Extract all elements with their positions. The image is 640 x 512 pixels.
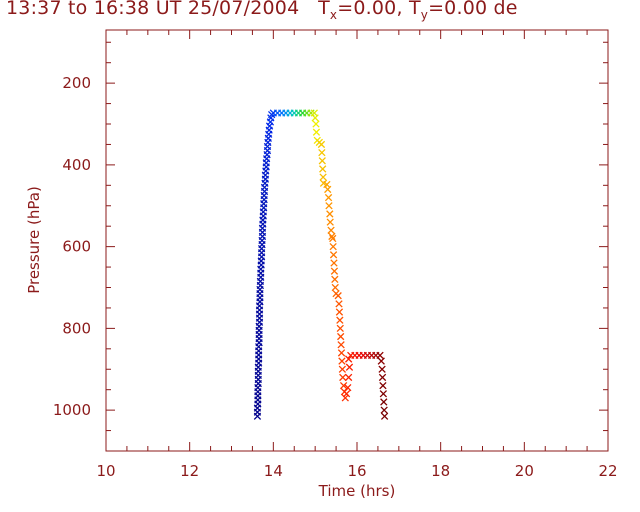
data-point <box>331 283 339 292</box>
data-point <box>335 300 343 308</box>
data-point <box>344 373 353 382</box>
data-point <box>331 275 339 283</box>
data-point <box>335 308 344 316</box>
title-ty-value: =0.00 de <box>428 0 518 19</box>
plot-frame <box>105 29 609 452</box>
data-point <box>325 202 333 210</box>
y-tick-label: 200 <box>62 74 91 92</box>
y-tick-label: 600 <box>62 238 91 256</box>
data-point <box>312 128 321 136</box>
data-point <box>318 148 326 157</box>
data-point <box>329 234 337 243</box>
data-point <box>344 383 352 392</box>
x-tick-label: 16 <box>347 462 366 480</box>
x-tick-label: 10 <box>96 462 115 480</box>
data-point <box>337 332 345 341</box>
x-tick-label: 18 <box>431 462 450 480</box>
data-point <box>337 341 345 349</box>
data-point <box>336 324 344 333</box>
data-point <box>330 267 339 275</box>
data-point <box>337 349 346 357</box>
data-marks <box>253 109 389 420</box>
data-point <box>311 114 319 122</box>
data-point <box>324 185 332 194</box>
data-point <box>380 412 389 420</box>
data-point <box>329 251 338 259</box>
data-point <box>380 398 388 406</box>
axis-ticks <box>105 30 609 452</box>
data-point <box>342 390 351 398</box>
data-point <box>379 381 387 390</box>
data-point <box>327 226 335 234</box>
title-tx-sub: x <box>329 7 338 22</box>
title-tx-value: =0.00, <box>337 0 409 19</box>
data-point <box>334 292 342 300</box>
data-point <box>378 365 386 373</box>
data-point <box>378 373 387 382</box>
data-point <box>326 218 334 226</box>
data-point <box>380 406 388 414</box>
title-ty-label: T <box>408 0 421 19</box>
data-point <box>324 193 333 202</box>
y-tick-label: 800 <box>62 319 91 337</box>
data-point <box>376 351 384 360</box>
x-tick-label: 20 <box>515 462 534 480</box>
y-tick-labels: 200 400 600 800 1000 <box>53 74 91 419</box>
x-axis-label: Time (hrs) <box>318 482 396 500</box>
title-ty-sub: y <box>420 7 429 22</box>
data-point <box>338 365 347 373</box>
data-point <box>329 242 337 251</box>
x-tick-labels: 10 12 14 16 18 20 22 <box>96 462 617 480</box>
y-tick-label: 1000 <box>53 401 91 419</box>
data-point <box>328 232 336 241</box>
data-point <box>339 373 347 382</box>
x-tick-label: 22 <box>598 462 617 480</box>
data-point <box>341 394 349 402</box>
data-point <box>326 210 334 218</box>
title-tx-label: T <box>318 0 330 19</box>
data-point <box>330 259 338 267</box>
data-point <box>379 390 388 398</box>
data-point <box>336 316 344 324</box>
chart-title: 13:37 to 16:38 UT 25/07/2004 Tx=0.00, Ty… <box>6 0 518 22</box>
y-tick-label: 400 <box>62 156 91 174</box>
data-point <box>339 381 348 390</box>
data-point <box>319 165 327 173</box>
x-tick-label: 14 <box>264 462 283 480</box>
data-point <box>377 357 385 365</box>
x-tick-label: 12 <box>180 462 199 480</box>
data-point <box>319 173 327 181</box>
data-point <box>338 357 346 365</box>
data-point <box>345 363 354 371</box>
data-point <box>312 120 320 128</box>
y-axis-label: Pressure (hPa) <box>25 186 43 294</box>
title-time-range: 13:37 to 16:38 UT 25/07/2004 <box>6 0 300 19</box>
data-point <box>318 157 326 165</box>
data-point <box>317 140 326 149</box>
data-point <box>344 355 353 363</box>
